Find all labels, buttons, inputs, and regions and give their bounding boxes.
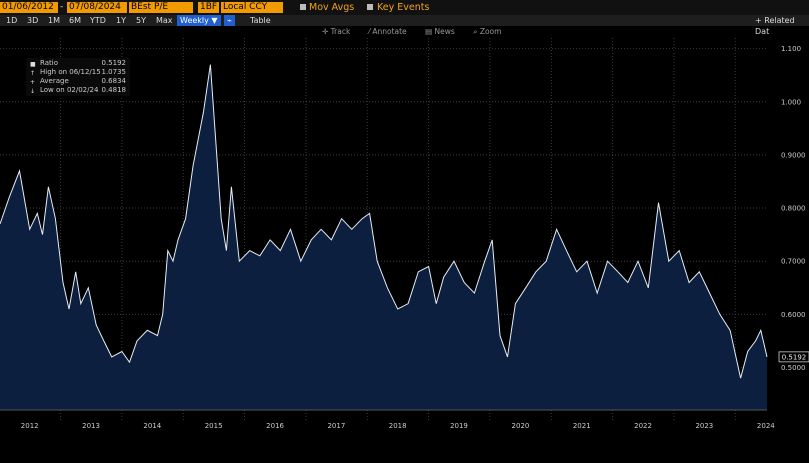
top-toolbar: 01/06/2012 - 07/08/2024 BEst P/E 1BF Loc… xyxy=(0,0,809,15)
x-tick-label: 2016 xyxy=(266,422,284,430)
period-ytd[interactable]: YTD xyxy=(90,16,106,25)
legend-series-swatch-icon: ■ xyxy=(30,61,36,68)
chart-type-icon[interactable]: ⌁ xyxy=(224,15,235,26)
legend-ratio: ■ Ratio 0.5192 xyxy=(26,59,130,68)
news-label: News xyxy=(434,27,455,36)
y-tick-label: 1.100 xyxy=(781,45,801,53)
y-tick-label: 0.7000 xyxy=(781,258,806,266)
legend-low-value: 0.4818 xyxy=(101,86,127,94)
period-6m[interactable]: 6M xyxy=(69,16,81,25)
field2-selector[interactable]: 1BF xyxy=(198,2,219,13)
related-data-button[interactable]: + Related Dat xyxy=(755,16,795,36)
legend-low-label: Low on 02/02/24 xyxy=(40,86,99,94)
legend-average: + Average 0.6834 xyxy=(26,77,130,86)
zoom-label: Zoom xyxy=(479,27,502,36)
news-tool[interactable]: ▤ News xyxy=(425,27,455,36)
average-marker-icon: + xyxy=(30,79,36,86)
period-bar: 1D 3D 1M 6M YTD 1Y 5Y Max Weekly ▼ ⌁ Tab… xyxy=(0,15,809,36)
mov-avgs-label[interactable]: Mov Avgs xyxy=(309,2,355,13)
legend-high-label: High on 06/12/15 xyxy=(40,68,101,76)
low-marker-icon: ↓ xyxy=(30,88,36,95)
y-tick-label: 0.6000 xyxy=(781,311,806,319)
mov-avgs-checkbox[interactable] xyxy=(300,4,306,10)
currency-selector[interactable]: Local CCY xyxy=(221,2,283,13)
start-date-field[interactable]: 01/06/2012 xyxy=(0,2,58,13)
x-tick-label: 2017 xyxy=(327,422,345,430)
annotate-label: Annotate xyxy=(372,27,407,36)
y-tick-label: 0.9000 xyxy=(781,151,806,159)
legend-low: ↓ Low on 02/02/24 0.4818 xyxy=(26,86,130,95)
legend-average-label: Average xyxy=(40,77,69,85)
x-tick-label: 2023 xyxy=(695,422,713,430)
last-value-label: 0.5192 xyxy=(782,353,807,361)
period-3d[interactable]: 3D xyxy=(27,16,39,25)
period-max[interactable]: Max xyxy=(156,16,173,25)
series-area xyxy=(0,64,767,410)
x-tick-label: 2018 xyxy=(389,422,407,430)
frequency-dropdown[interactable]: Weekly ▼ xyxy=(177,15,221,26)
legend-ratio-value: 0.5192 xyxy=(101,59,127,67)
x-tick-label: 2012 xyxy=(21,422,39,430)
x-tick-label: 2024 xyxy=(757,422,775,430)
y-tick-label: 0.5000 xyxy=(781,364,806,372)
key-events-checkbox[interactable] xyxy=(367,4,373,10)
track-tool[interactable]: ✛ Track xyxy=(322,27,351,36)
period-5y[interactable]: 5Y xyxy=(136,16,146,25)
legend-high-value: 1.0735 xyxy=(101,68,127,76)
high-marker-icon: ↑ xyxy=(30,70,36,77)
table-button[interactable]: Table xyxy=(250,16,271,25)
legend-average-value: 0.6834 xyxy=(101,77,127,85)
track-label: Track xyxy=(330,27,351,36)
chart-legend: ■ Ratio 0.5192 ↑ High on 06/12/15 1.0735… xyxy=(26,58,130,96)
zoom-tool[interactable]: ⌕ Zoom xyxy=(473,27,502,36)
x-tick-label: 2021 xyxy=(573,422,591,430)
last-value-box xyxy=(778,351,809,363)
annotate-tool[interactable]: ⁄ Annotate xyxy=(368,27,407,36)
period-1d[interactable]: 1D xyxy=(6,16,18,25)
key-events-label[interactable]: Key Events xyxy=(377,2,430,13)
legend-ratio-label: Ratio xyxy=(40,59,58,67)
y-tick-label: 0.8000 xyxy=(781,205,806,213)
y-tick-label: 1.000 xyxy=(781,98,801,106)
period-1m[interactable]: 1M xyxy=(48,16,60,25)
field-selector[interactable]: BEst P/E xyxy=(129,2,193,13)
x-tick-label: 2022 xyxy=(634,422,652,430)
series-line xyxy=(0,64,768,379)
x-tick-label: 2013 xyxy=(82,422,100,430)
x-tick-label: 2019 xyxy=(450,422,468,430)
x-tick-label: 2015 xyxy=(205,422,223,430)
legend-high: ↑ High on 06/12/15 1.0735 xyxy=(26,68,130,77)
x-tick-label: 2014 xyxy=(143,422,161,430)
chart-tools: ✛ Track ⁄ Annotate ▤ News ⌕ Zoom xyxy=(322,27,517,37)
x-tick-label: 2020 xyxy=(512,422,530,430)
end-date-field[interactable]: 07/08/2024 xyxy=(67,2,127,13)
period-1y[interactable]: 1Y xyxy=(116,16,126,25)
date-separator: - xyxy=(60,2,64,12)
